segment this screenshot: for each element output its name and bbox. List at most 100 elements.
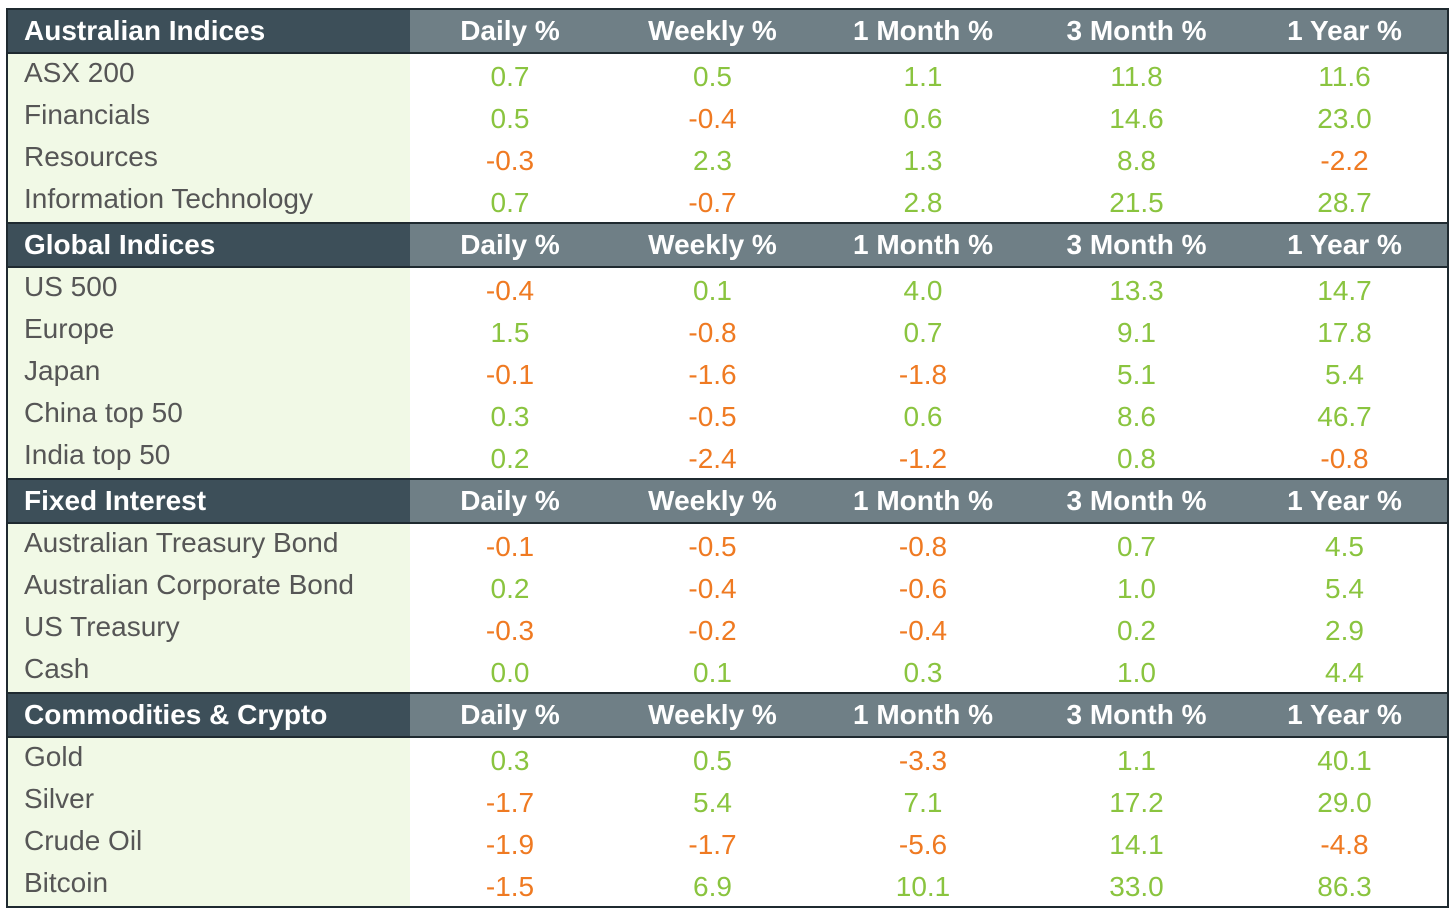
column-header: Weekly % — [610, 478, 815, 524]
value-cell: 0.0 — [490, 657, 530, 688]
value-cell: 86.3 — [1317, 871, 1372, 902]
column-header: 1 Month % — [815, 8, 1031, 54]
column-header: 3 Month % — [1031, 692, 1242, 738]
section-header-row: Australian Indices Daily % Weekly % 1 Month… — [7, 8, 1448, 54]
value-cell: 0.5 — [693, 745, 732, 776]
value-cell: 21.5 — [1109, 187, 1164, 218]
value-cell: -0.3 — [485, 615, 535, 646]
value-cell: 1.0 — [1117, 657, 1156, 688]
value-cell: 8.6 — [1117, 401, 1156, 432]
column-header: 1 Year % — [1242, 692, 1448, 738]
column-header: 1 Month % — [815, 222, 1031, 268]
row-label: Australian Corporate Bond — [7, 566, 410, 608]
value-cell: 13.3 — [1109, 275, 1164, 306]
column-header: 1 Year % — [1242, 222, 1448, 268]
row-label: US 500 — [7, 267, 410, 310]
column-header: Weekly % — [610, 692, 815, 738]
value-cell: -0.4 — [898, 615, 948, 646]
market-performance-table: Australian Indices Daily % Weekly % 1 Month… — [6, 8, 1449, 908]
value-cell: -0.3 — [485, 145, 535, 176]
table-row: Gold 0.3 0.5 -3.3 1.1 40.1 — [7, 737, 1448, 780]
row-label: Bitcoin — [7, 864, 410, 907]
value-cell: -4.8 — [1320, 829, 1369, 860]
table-body: Australian Indices Daily % Weekly % 1 Month… — [7, 8, 1448, 907]
row-label: US Treasury — [7, 608, 410, 650]
table-row: Cash 0.0 0.1 0.3 1.0 4.4 — [7, 650, 1448, 693]
row-label: Europe — [7, 310, 410, 352]
column-header: 3 Month % — [1031, 478, 1242, 524]
column-header: Weekly % — [610, 8, 815, 54]
value-cell: -0.2 — [688, 615, 737, 646]
value-cell: 14.1 — [1109, 829, 1164, 860]
value-cell: -0.8 — [1320, 443, 1369, 474]
value-cell: 4.4 — [1325, 657, 1364, 688]
value-cell: 5.1 — [1117, 359, 1156, 390]
section-header-row: Global Indices Daily % Weekly % 1 Month % 3 … — [7, 222, 1448, 268]
value-cell: 5.4 — [1325, 573, 1364, 604]
value-cell: 1.1 — [903, 61, 943, 92]
table-row: Resources -0.3 2.3 1.3 8.8 -2.2 — [7, 138, 1448, 180]
value-cell: 1.3 — [903, 145, 943, 176]
value-cell: 17.8 — [1317, 317, 1372, 348]
value-cell: 0.1 — [693, 657, 732, 688]
value-cell: -1.7 — [485, 787, 535, 818]
value-cell: 0.7 — [490, 187, 530, 218]
value-cell: -0.1 — [485, 359, 535, 390]
section-header-row: Commodities & Crypto Daily % Weekly % 1 Mon… — [7, 692, 1448, 738]
row-label: Financials — [7, 96, 410, 138]
value-cell: -0.4 — [485, 275, 535, 306]
table-row: Information Technology 0.7 -0.7 2.8 21.5 28.7 — [7, 180, 1448, 223]
value-cell: 0.8 — [1117, 443, 1156, 474]
value-cell: 40.1 — [1317, 745, 1372, 776]
value-cell: 6.9 — [693, 871, 732, 902]
table-row: Bitcoin -1.5 6.9 10.1 33.0 86.3 — [7, 864, 1448, 907]
value-cell: 7.1 — [903, 787, 943, 818]
column-header: Daily % — [410, 8, 610, 54]
value-cell: 46.7 — [1317, 401, 1372, 432]
row-label: ASX 200 — [7, 53, 410, 96]
section-header-row: Fixed Interest Daily % Weekly % 1 Month % 3 … — [7, 478, 1448, 524]
table-row: US 500 -0.4 0.1 4.0 13.3 14.7 — [7, 267, 1448, 310]
row-label: Crude Oil — [7, 822, 410, 864]
value-cell: -0.4 — [688, 573, 737, 604]
value-cell: 14.6 — [1109, 103, 1164, 134]
row-label: Japan — [7, 352, 410, 394]
table-row: Australian Treasury Bond -0.1 -0.5 -0.8 0.7 4… — [7, 523, 1448, 566]
column-header: 3 Month % — [1031, 222, 1242, 268]
row-label: Resources — [7, 138, 410, 180]
column-header: 1 Year % — [1242, 478, 1448, 524]
value-cell: 0.7 — [903, 317, 943, 348]
value-cell: -3.3 — [898, 745, 948, 776]
value-cell: -2.2 — [1320, 145, 1369, 176]
section-title: Australian Indices — [7, 8, 410, 54]
column-header: 1 Year % — [1242, 8, 1448, 54]
value-cell: 4.0 — [903, 275, 943, 306]
value-cell: 0.6 — [903, 401, 943, 432]
value-cell: 1.5 — [490, 317, 530, 348]
row-label: Gold — [7, 737, 410, 780]
value-cell: 5.4 — [1325, 359, 1364, 390]
table-row: US Treasury -0.3 -0.2 -0.4 0.2 2.9 — [7, 608, 1448, 650]
value-cell: 0.7 — [490, 61, 530, 92]
value-cell: 0.1 — [693, 275, 732, 306]
value-cell: 0.5 — [490, 103, 530, 134]
value-cell: -0.7 — [688, 187, 737, 218]
value-cell: -1.9 — [485, 829, 535, 860]
value-cell: -0.8 — [898, 531, 948, 562]
column-header: 1 Month % — [815, 692, 1031, 738]
column-header: Daily % — [410, 222, 610, 268]
table-row: Australian Corporate Bond 0.2 -0.4 -0.6 1.0 5… — [7, 566, 1448, 608]
value-cell: 17.2 — [1109, 787, 1164, 818]
column-header: 1 Month % — [815, 478, 1031, 524]
value-cell: 2.8 — [903, 187, 943, 218]
value-cell: 33.0 — [1109, 871, 1164, 902]
value-cell: 0.6 — [903, 103, 943, 134]
value-cell: 4.5 — [1325, 531, 1364, 562]
value-cell: -0.5 — [688, 531, 737, 562]
value-cell: -5.6 — [898, 829, 948, 860]
value-cell: 5.4 — [693, 787, 732, 818]
value-cell: -1.2 — [898, 443, 948, 474]
value-cell: 1.1 — [1117, 745, 1156, 776]
value-cell: 0.2 — [1117, 615, 1156, 646]
column-header: Weekly % — [610, 222, 815, 268]
